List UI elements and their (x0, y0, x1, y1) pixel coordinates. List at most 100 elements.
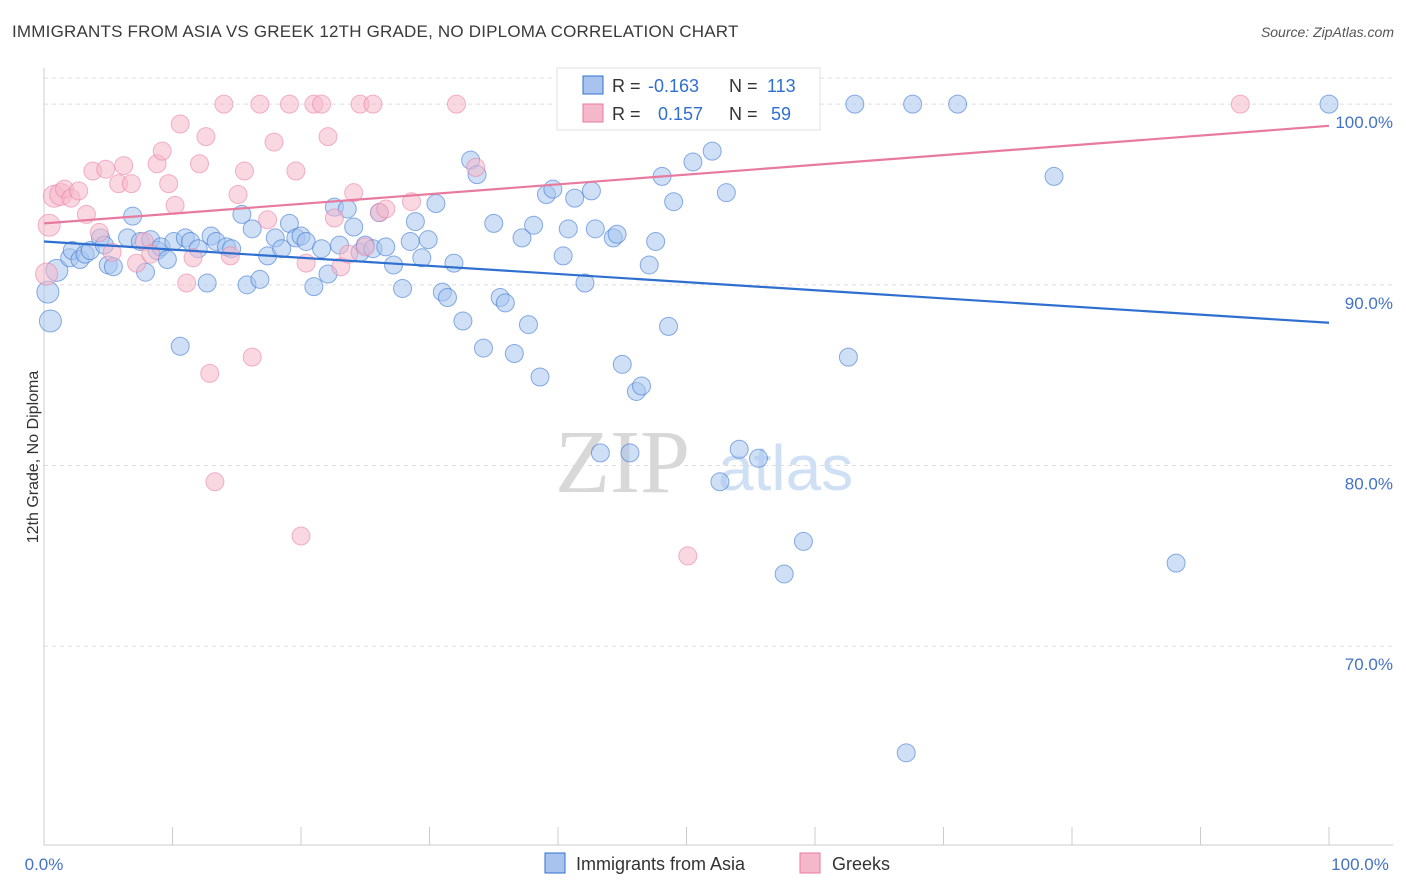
asia-point (748, 448, 768, 468)
legend-n-label-asia: N = (729, 76, 758, 96)
asia-point (197, 273, 217, 293)
asia-point (639, 255, 659, 275)
asia-point (170, 336, 190, 356)
greeks-point (402, 192, 422, 212)
greeks-point (291, 526, 311, 546)
series-legend-label-greeks: Greeks (832, 854, 890, 874)
asia-point (543, 179, 563, 199)
greeks-point (183, 248, 203, 268)
greeks-point (339, 244, 359, 264)
asia-point (620, 443, 640, 463)
greeks-point (189, 154, 209, 174)
greeks-point (121, 174, 141, 194)
asia-point (659, 316, 679, 336)
asia-point (426, 194, 446, 214)
greeks-point (234, 161, 254, 181)
series-legend-swatch-greeks (799, 852, 821, 874)
asia-point (530, 367, 550, 387)
asia-trend-line (43, 240, 1330, 324)
asia-point (524, 215, 544, 235)
asia-point (242, 219, 262, 239)
asia-point (393, 278, 413, 298)
asia-point (38, 309, 62, 333)
asia-point (344, 217, 364, 237)
series-legend-label-asia: Immigrants from Asia (576, 854, 746, 874)
asia-point (581, 181, 601, 201)
asia-point (495, 293, 515, 313)
asia-point (729, 439, 749, 459)
legend-r-label-asia: R = (612, 76, 641, 96)
greeks-point (376, 199, 396, 219)
asia-point (444, 253, 464, 273)
greeks-point (446, 94, 466, 114)
greeks-point (89, 222, 109, 242)
asia-point (504, 344, 524, 364)
asia-point (473, 338, 493, 358)
series-legend-swatch-asia (544, 852, 566, 874)
correlation-legend: R = -0.163 N = 113 R = 0.157 N = 59 (556, 67, 821, 131)
legend-swatch-greeks (582, 103, 604, 123)
asia-point (793, 531, 813, 551)
asia-point (296, 231, 316, 251)
asia-point (418, 230, 438, 250)
asia-point (232, 204, 252, 224)
asia-point (702, 141, 722, 161)
legend-n-value-greeks: 59 (771, 104, 791, 124)
greeks-point (37, 213, 61, 237)
greeks-point (363, 94, 383, 114)
greeks-point (170, 114, 190, 134)
greeks-point (279, 94, 299, 114)
greeks-point (286, 161, 306, 181)
asia-point (590, 443, 610, 463)
asia-point (948, 94, 968, 114)
y-tick-label: 70.0% (1345, 655, 1393, 674)
asia-point (400, 231, 420, 251)
greeks-point (258, 210, 278, 230)
legend-swatch-asia (582, 75, 604, 95)
y-tick-label: 80.0% (1345, 475, 1393, 494)
greeks-point (177, 273, 197, 293)
asia-point (312, 239, 332, 259)
asia-point (484, 213, 504, 233)
legend-r-value-greeks: 0.157 (658, 104, 703, 124)
x-tick-label-end: 100.0% (1331, 855, 1389, 874)
greeks-point (318, 127, 338, 147)
chart-title: IMMIGRANTS FROM ASIA VS GREEK 12TH GRADE… (12, 22, 739, 41)
legend-n-value-asia: 113 (767, 76, 796, 96)
greeks-point (69, 181, 89, 201)
greeks-point (196, 127, 216, 147)
greeks-point (200, 363, 220, 383)
asia-point (558, 219, 578, 239)
greeks-point (35, 262, 59, 286)
greeks-point (1230, 94, 1250, 114)
greeks-trend-line (43, 124, 1330, 225)
y-tick-label: 100.0% (1335, 113, 1393, 132)
greeks-point (264, 132, 284, 152)
y-axis-title: 12th Grade, No Diploma (25, 371, 42, 544)
asia-point (575, 273, 595, 293)
asia-point (453, 311, 473, 331)
greeks-point (96, 159, 116, 179)
asia-point (272, 239, 292, 259)
legend-r-label-greeks: R = (612, 104, 641, 124)
chart-source: Source: ZipAtlas.com (1260, 24, 1394, 40)
greeks-point (312, 94, 332, 114)
greeks-point (242, 347, 262, 367)
asia-point (632, 376, 652, 396)
asia-point (646, 231, 666, 251)
greeks-point (355, 237, 375, 257)
x-tick-label-start: 0.0% (25, 855, 64, 874)
asia-point (565, 188, 585, 208)
y-tick-label: 90.0% (1345, 294, 1393, 313)
greeks-point (127, 253, 147, 273)
greeks-point (152, 141, 172, 161)
greeks-point (165, 195, 185, 215)
greeks-point (114, 156, 134, 176)
asia-point (518, 315, 538, 335)
asia-point (585, 219, 605, 239)
watermark-zip: ZIP (555, 413, 690, 512)
greeks-point (214, 94, 234, 114)
axis-labels: 100.0% 90.0% 80.0% 70.0% 0.0% 100.0% 12th Grad… (25, 113, 1393, 874)
asia-point (1319, 94, 1339, 114)
